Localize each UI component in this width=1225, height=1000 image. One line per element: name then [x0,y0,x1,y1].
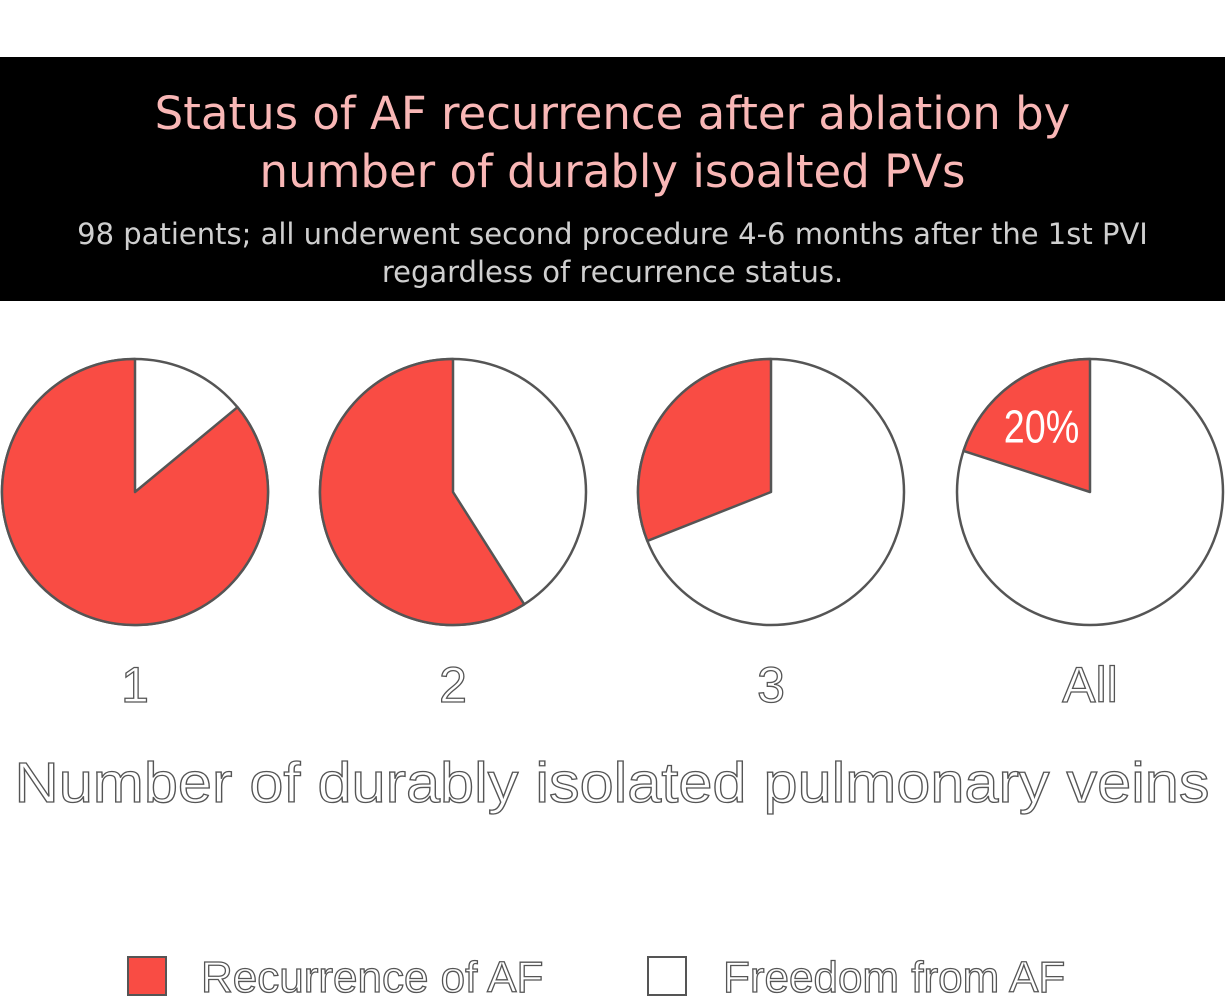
pie-2-recurrence-slice [318,357,526,627]
pie-3-recurrence-slice [636,357,773,543]
subtitle-line-1: 98 patients; all underwent second proced… [77,217,1148,251]
subtitle-line-2: regardless of recurrence status. [381,255,844,289]
x-axis-title: Number of durably isolated pulmonary vei… [15,751,1210,815]
title-line-1: Status of AF recurrence after ablation b… [154,87,1071,140]
chart-subtitle: 98 patients; all underwent second proced… [0,215,1225,291]
pie-4-recurrence-slice [962,357,1092,494]
legend-label-recurrence: Recurrence of AF [201,953,543,1000]
chart-header: Status of AF recurrence after ablation b… [0,57,1225,301]
pie-4-data-label: 20% [1004,401,1079,452]
category-label-2: 2 [439,657,467,713]
category-label-all: All [1062,657,1118,713]
legend-item-recurrence: Recurrence of AF [127,950,607,1000]
legend-swatch-recurrence [127,956,167,996]
pie-1-recurrence-slice [0,357,270,627]
legend-item-freedom: Freedom from AF [647,950,1117,1000]
legend-label-freedom: Freedom from AF [723,953,1065,1000]
category-label-1: 1 [121,657,149,713]
category-label-3: 3 [757,657,785,713]
chart-legend: Recurrence of AF Freedom from AF [0,950,1225,1000]
pie-chart-area: 1 2 3 20% All Number of durably isolated pulm… [0,357,1225,816]
chart-title: Status of AF recurrence after ablation b… [0,85,1225,201]
title-line-2: number of durably isoalted PVs [259,145,966,198]
legend-swatch-freedom [647,956,687,996]
